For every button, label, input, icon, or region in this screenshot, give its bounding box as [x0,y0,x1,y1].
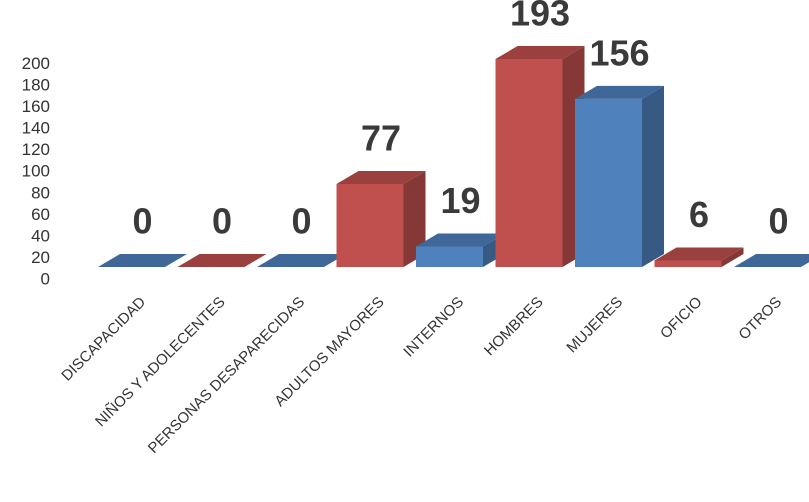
value-label: 0 [768,201,788,242]
bar-side [403,171,426,267]
x-tick-label: HOMBRES [481,294,547,360]
bar-front [575,98,642,267]
x-tick-label: MUJERES [563,294,626,357]
y-tick-label: 140 [22,119,50,138]
value-label: 0 [212,201,232,242]
x-tick-label: INTERNOS [400,294,467,361]
y-tick-label: 80 [31,183,50,202]
bar-front [495,59,563,268]
y-tick-label: 40 [31,226,50,245]
bar-front [654,260,722,267]
y-tick-label: 100 [22,162,50,181]
bar-front [416,246,483,267]
x-tick-label: PERSONAS DESAPARECIDAS [145,294,308,457]
bar-top [575,85,664,99]
value-label: 193 [510,0,570,34]
x-tick-label: OTROS [735,294,785,344]
y-tick-label: 120 [22,140,50,159]
bar-top [257,254,346,267]
bar-top [98,254,187,267]
x-tick-label: NIÑOS Y ADOLECENTES [92,294,229,431]
bar-top [495,46,585,60]
x-tick-label: OFICIO [657,294,706,343]
value-label: 0 [132,201,152,242]
y-tick-label: 20 [31,248,50,267]
bar-side [721,247,744,267]
y-tick-label: 160 [22,97,50,116]
value-label: 6 [689,194,709,235]
bar-top [177,254,267,267]
x-tick-label: DISCAPACIDAD [58,294,149,385]
bar-top [416,233,505,247]
bar-top [734,254,809,267]
y-tick-label: 60 [31,205,50,224]
value-label: 0 [291,201,311,242]
value-label: 77 [361,118,401,159]
y-tick-label: 180 [22,76,50,95]
value-label: 19 [440,180,480,221]
bar-side [642,85,664,267]
bar-top [336,171,426,185]
y-tick-label: 0 [41,269,50,288]
bar-front [336,184,404,267]
y-tick-label: 200 [22,54,50,73]
value-label: 156 [589,32,649,73]
bar-top [654,247,744,261]
